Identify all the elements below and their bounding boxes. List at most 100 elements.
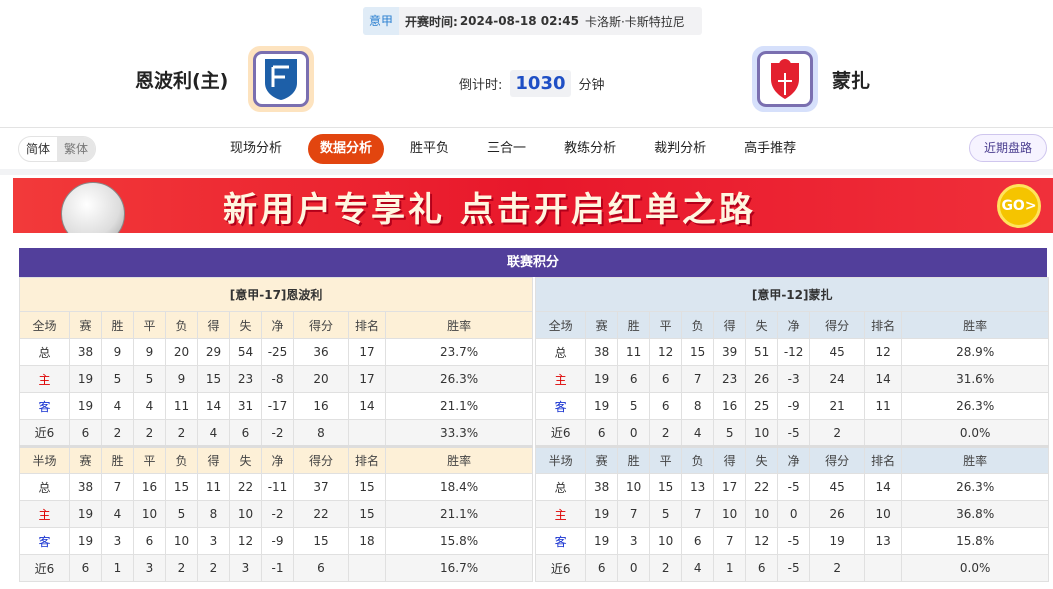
stat-cell	[348, 554, 386, 582]
stat-cell: 6	[585, 419, 619, 447]
stat-cell	[864, 419, 903, 447]
stat-cell: 6	[133, 527, 166, 555]
lang-simplified[interactable]: 简体	[26, 142, 51, 156]
stat-cell: 2	[101, 419, 134, 447]
stat-cell: 11	[197, 473, 230, 501]
column-header: 得	[197, 311, 230, 339]
match-info-bar: 意甲 开赛时间: 2024-08-18 02:45 卡洛斯·卡斯特拉尼	[363, 7, 702, 35]
stat-cell: 6	[69, 419, 102, 447]
stat-cell: -25	[261, 338, 294, 366]
stat-cell: 13	[681, 473, 715, 501]
lang-traditional[interactable]: 繁体	[57, 137, 96, 161]
promo-banner[interactable]: 新用户专享礼 点击开启红单之路 GO>	[13, 178, 1053, 233]
stat-cell: 28.9%	[901, 338, 1050, 366]
stat-cell: 26	[745, 365, 779, 393]
league-badge[interactable]: 意甲	[363, 7, 400, 35]
stat-cell: 23.7%	[384, 338, 534, 366]
stat-cell: 9	[165, 365, 198, 393]
section-label: 半场	[19, 445, 70, 474]
stat-cell: 7	[681, 365, 715, 393]
stat-cell: 21.1%	[384, 392, 534, 420]
countdown-label: 倒计时:	[459, 78, 503, 93]
column-header: 赛	[69, 445, 102, 474]
stat-cell: 16	[133, 473, 166, 501]
stat-cell: 18	[348, 527, 386, 555]
home-standings-table: [意甲-17]恩波利 全场赛胜平负得失净得分 排名 胜率总 38 9 9 20 29 54 -25 3…	[18, 277, 534, 582]
stat-cell: -1	[261, 554, 294, 582]
stat-cell: 0.0%	[901, 554, 1050, 582]
table-row: 总 38 10 15 13 17 22 -5 45 14 26.3%	[535, 473, 1050, 501]
column-header: 胜率	[384, 311, 534, 339]
column-header: 赛	[69, 311, 102, 339]
away-team-name[interactable]: 蒙扎	[832, 70, 871, 92]
tab-2[interactable]: 胜平负	[410, 141, 450, 156]
stat-cell: 2	[197, 554, 230, 582]
row-label: 客	[19, 392, 70, 420]
stat-cell: 45	[809, 338, 866, 366]
stat-cell: 15.8%	[901, 527, 1050, 555]
venue: 卡洛斯·卡斯特拉尼	[584, 14, 685, 29]
stat-cell: 5	[133, 365, 166, 393]
stat-cell: 10	[745, 500, 779, 528]
stat-cell: 6	[293, 554, 349, 582]
column-header: 负	[681, 445, 715, 474]
stat-cell: 2	[133, 419, 166, 447]
stat-cell: 8	[293, 419, 349, 447]
tab-6[interactable]: 高手推荐	[744, 141, 797, 156]
stat-cell: 4	[133, 392, 166, 420]
soccer-ball-icon	[61, 182, 125, 233]
stat-cell: 19	[69, 365, 102, 393]
stat-cell: -5	[777, 527, 811, 555]
tab-4[interactable]: 教练分析	[564, 141, 617, 156]
stat-cell: 31.6%	[901, 365, 1050, 393]
stat-cell: 2	[649, 554, 683, 582]
column-header: 负	[165, 445, 198, 474]
empoli-crest-icon	[265, 59, 297, 100]
tab-3[interactable]: 三合一	[487, 141, 527, 156]
stat-cell: -12	[777, 338, 811, 366]
row-label: 近6	[535, 554, 587, 582]
stat-cell: 22	[229, 473, 262, 501]
tab-1[interactable]: 数据分析	[308, 134, 385, 164]
stat-cell: 15	[165, 473, 198, 501]
tab-0[interactable]: 现场分析	[230, 141, 283, 156]
recent-trend-button[interactable]: 近期盘路	[968, 134, 1047, 162]
home-team-name[interactable]: 恩波利(主)	[135, 70, 229, 92]
column-header: 排名	[864, 311, 903, 339]
stat-cell: 26.3%	[901, 473, 1050, 501]
divider	[0, 169, 1053, 175]
column-header: 胜率	[901, 311, 1050, 339]
stat-cell: -11	[261, 473, 294, 501]
row-label: 客	[19, 527, 70, 555]
stat-cell: 10	[745, 419, 779, 447]
stat-cell: 3	[133, 554, 166, 582]
table-row: 近6 6 0 2 4 5 10 -5 2 0.0%	[535, 419, 1050, 447]
tab-5[interactable]: 裁判分析	[654, 141, 707, 156]
home-team-logo[interactable]	[248, 46, 314, 112]
stat-cell: 16	[293, 392, 349, 420]
stat-cell: 0	[617, 554, 651, 582]
stat-cell: 38	[585, 338, 619, 366]
stat-cell: 21	[809, 392, 866, 420]
row-label: 主	[19, 365, 70, 393]
stat-cell: 22	[293, 500, 349, 528]
go-coin-icon[interactable]: GO>	[997, 184, 1041, 228]
stat-cell: 14	[864, 473, 903, 501]
section-header: 半场赛胜平负得失净得分 排名 胜率	[535, 445, 1050, 474]
stat-cell: 4	[197, 419, 230, 447]
stat-cell: 10	[713, 500, 747, 528]
stat-cell: 17	[713, 473, 747, 501]
stat-cell: 45	[809, 473, 866, 501]
row-label: 主	[19, 500, 70, 528]
stat-cell: 10	[133, 500, 166, 528]
stat-cell: 14	[864, 365, 903, 393]
stat-cell: 26	[809, 500, 866, 528]
table-row: 主 19 5 5 9 15 23 -8 20 17 26.3%	[19, 365, 534, 393]
row-label: 总	[19, 473, 70, 501]
away-team-logo[interactable]	[752, 46, 818, 112]
section-label: 全场	[19, 311, 70, 339]
stat-cell: 23	[713, 365, 747, 393]
stat-cell: 37	[293, 473, 349, 501]
stat-cell: -3	[777, 365, 811, 393]
stat-cell: 6	[69, 554, 102, 582]
